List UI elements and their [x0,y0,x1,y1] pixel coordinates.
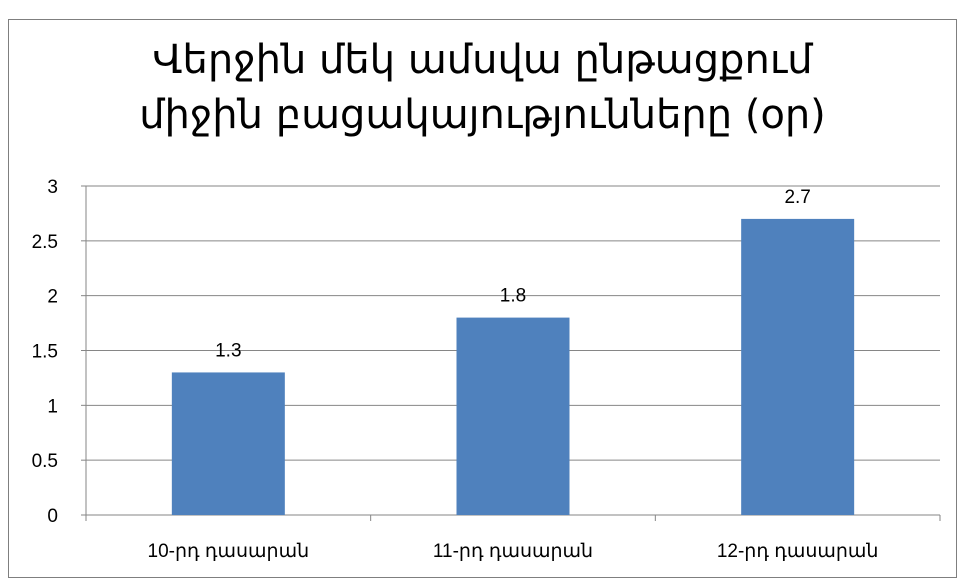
y-tick-label: 1 [47,396,58,417]
y-tick-label: 2 [47,287,58,308]
y-tick-label: 2.5 [32,232,58,253]
chart-title: Վերջին մեկ ամսվա ընթացքում միջին բացակայ… [139,37,826,138]
x-tick-labels: 10-րդ դասարան 11-րդ դասարան 12-րդ դասարան [148,541,879,562]
y-tick-label: 0 [47,506,58,527]
y-tick-label: 3 [47,177,58,198]
data-label-2: 1.8 [500,286,526,307]
bar-3 [741,218,855,515]
bar-1 [171,372,285,515]
data-label-3: 2.7 [784,187,810,208]
y-tick-labels: 0 0.5 1 1.5 2 2.5 3 [32,177,58,527]
x-tick-label-3: 12-րդ դասարան [717,541,879,562]
data-label-1: 1.3 [215,340,241,361]
y-tick-label: 1.5 [32,342,58,363]
x-tick-label-2: 11-րդ դասարան [433,541,593,562]
bars [171,218,855,515]
data-labels: 1.3 1.8 2.7 [215,187,811,362]
bar-2 [456,317,570,515]
x-tick-label-1: 10-րդ դասարան [148,541,310,562]
y-tick-label: 0.5 [32,451,58,472]
